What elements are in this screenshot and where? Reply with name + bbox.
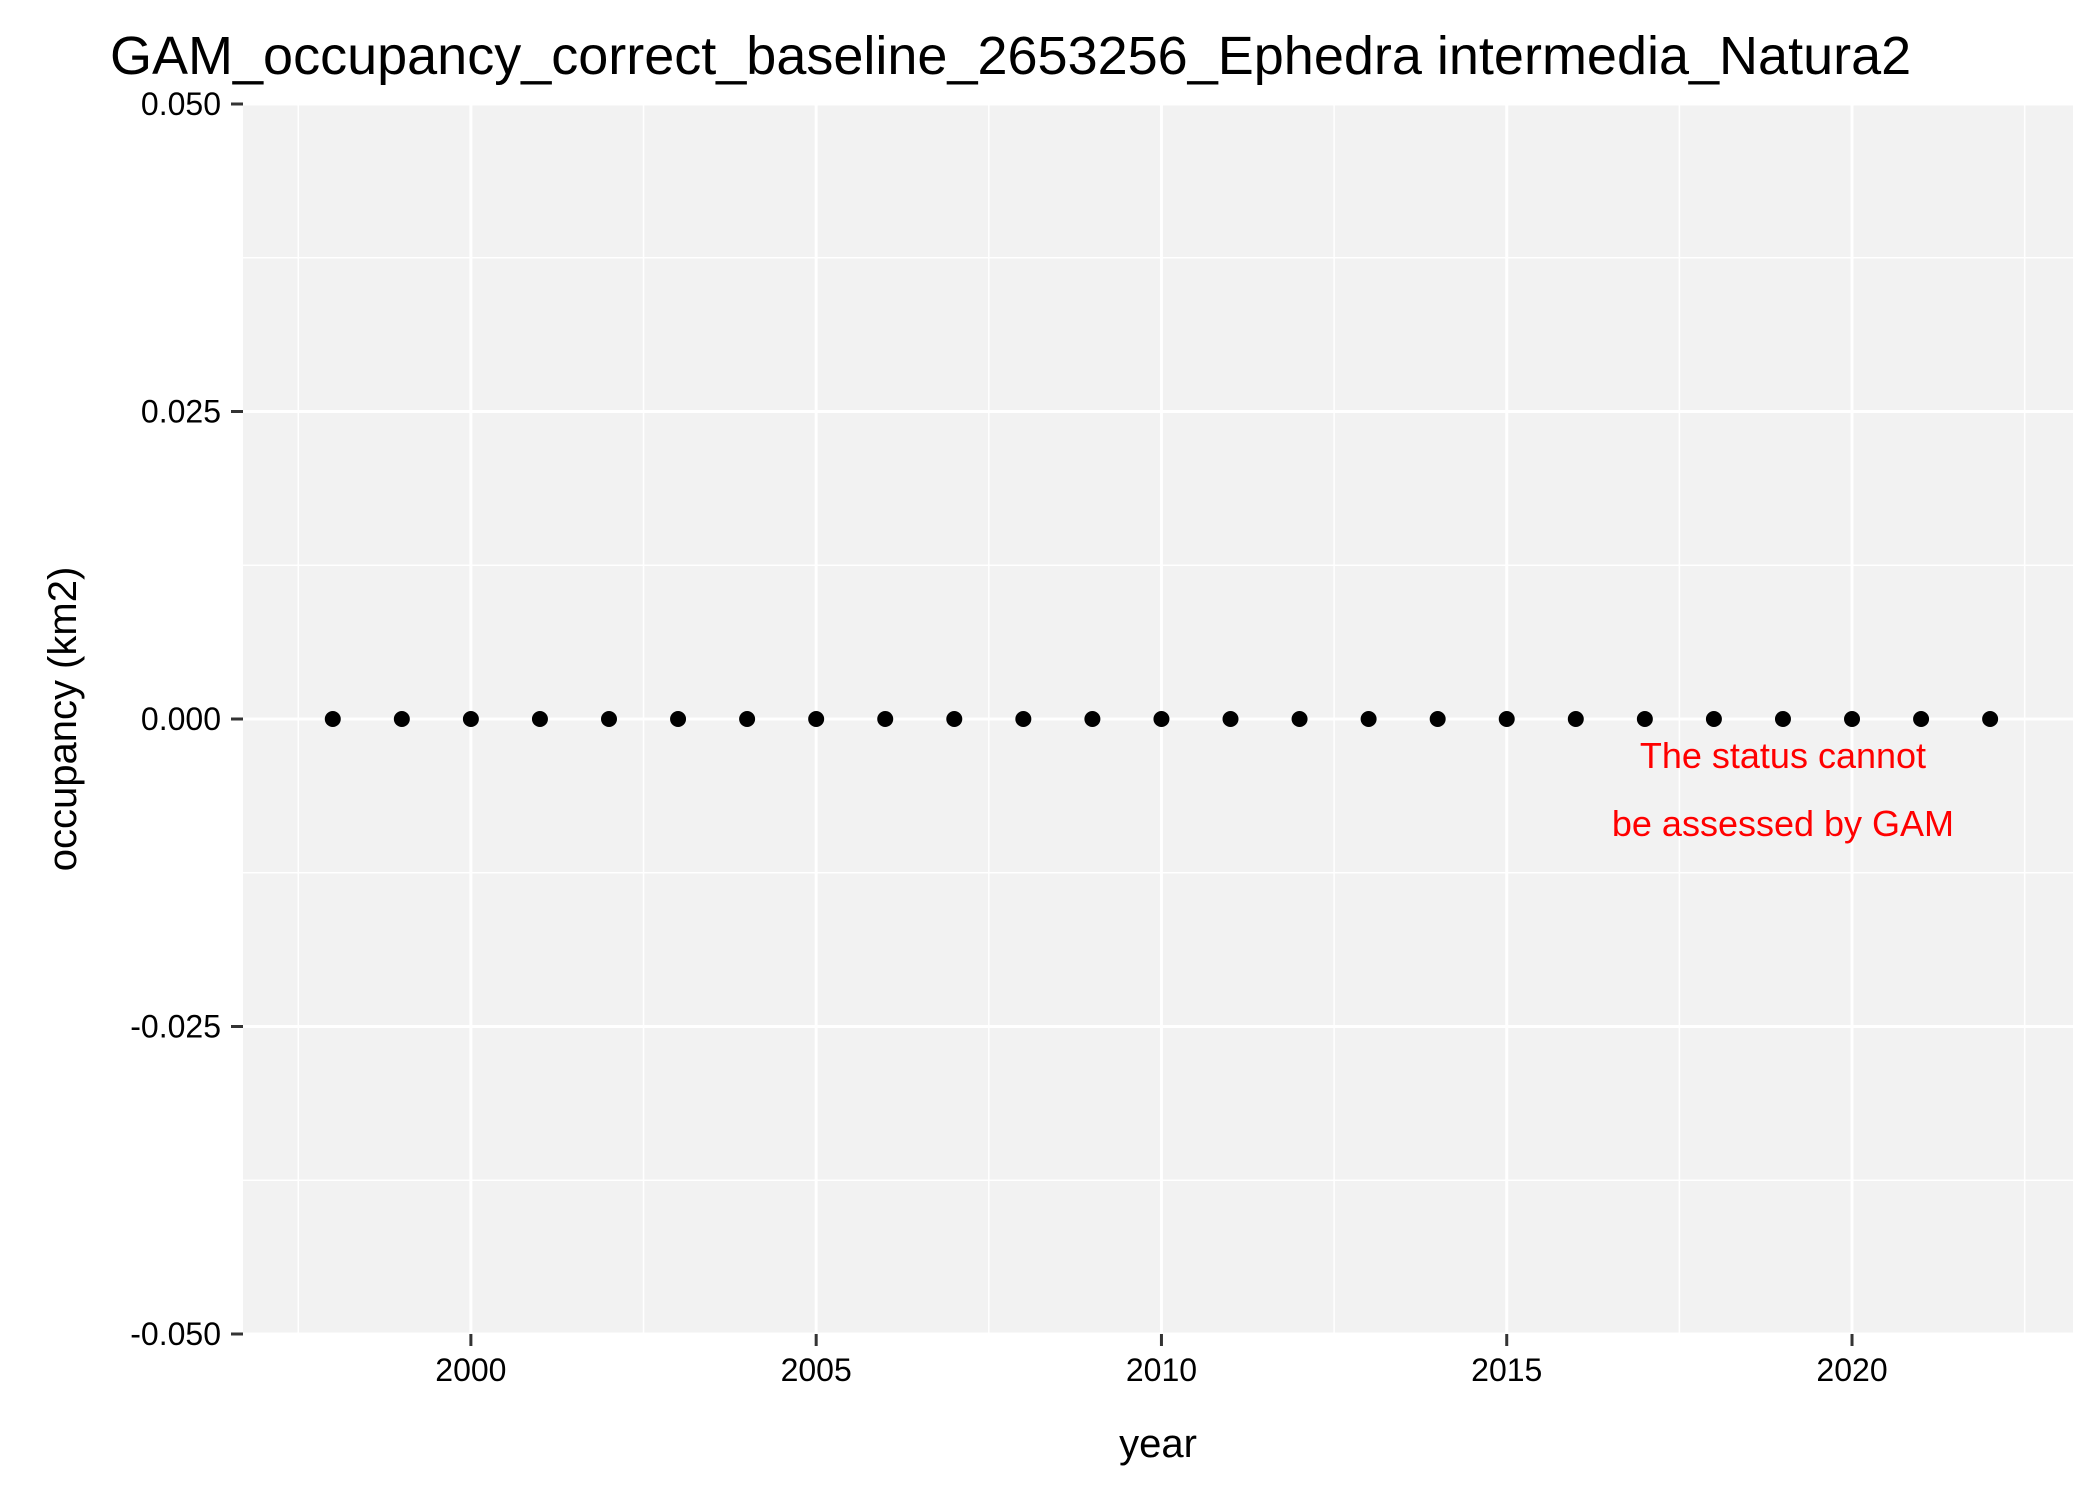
x-tick-label: 2000	[435, 1352, 506, 1388]
data-point	[1844, 711, 1861, 727]
x-axis: 2000 2005 2010 2015 2020	[435, 1334, 1888, 1388]
chart-title: GAM_occupancy_correct_baseline_2653256_E…	[110, 26, 1911, 86]
data-point	[670, 711, 687, 727]
x-tick-label: 2020	[1816, 1352, 1887, 1388]
data-point	[1291, 711, 1308, 727]
data-point	[1429, 711, 1446, 727]
data-point	[531, 711, 548, 727]
data-point	[393, 711, 410, 727]
data-point	[1774, 711, 1791, 727]
data-point	[1360, 711, 1377, 727]
data-point	[1636, 711, 1653, 727]
data-point	[1222, 711, 1239, 727]
data-point	[946, 711, 963, 727]
data-point	[1705, 711, 1722, 727]
x-tick-label: 2015	[1471, 1352, 1542, 1388]
annotation-line: be assessed by GAM	[1612, 803, 1954, 844]
annotation-line: The status cannot	[1640, 735, 1926, 776]
data-point	[1153, 711, 1170, 727]
x-tick-label: 2005	[781, 1352, 852, 1388]
data-point	[1982, 711, 1999, 727]
data-point	[462, 711, 479, 727]
y-axis-title: occupancy (km2)	[41, 567, 85, 872]
data-point	[739, 711, 756, 727]
y-tick-label: 0.050	[141, 86, 221, 122]
y-tick-label: 0.000	[141, 701, 221, 737]
data-point	[1567, 711, 1584, 727]
data-point	[808, 711, 825, 727]
y-axis: -0.050 -0.025 0.000 0.025 0.050	[130, 86, 243, 1352]
data-point	[1913, 711, 1930, 727]
data-point	[1015, 711, 1032, 727]
x-tick-label: 2010	[1126, 1352, 1197, 1388]
data-points	[324, 711, 1999, 727]
data-point	[601, 711, 617, 727]
data-point	[1498, 711, 1515, 727]
data-point	[324, 711, 341, 727]
annotation: The status cannot be assessed by GAM	[1612, 735, 1954, 844]
data-point	[877, 711, 894, 727]
y-tick-label: 0.025	[141, 394, 221, 430]
data-point	[1084, 711, 1101, 727]
y-tick-label: -0.050	[130, 1316, 221, 1352]
y-tick-label: -0.025	[130, 1009, 221, 1045]
x-axis-title: year	[1119, 1422, 1197, 1466]
